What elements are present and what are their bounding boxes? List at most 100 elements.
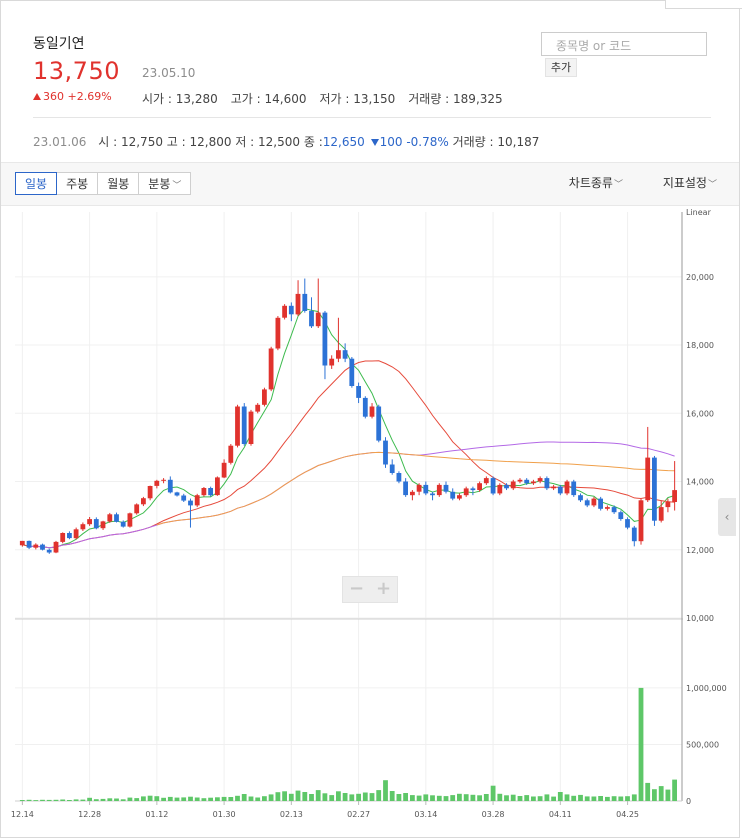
candle-body <box>26 540 32 548</box>
divider <box>33 117 711 118</box>
tab-minute[interactable]: 분봉 ﹀ <box>138 172 192 195</box>
candle-body <box>504 484 509 489</box>
tab-weekly[interactable]: 주봉 <box>56 172 99 195</box>
candle-body <box>248 411 254 444</box>
candle-body <box>645 457 651 501</box>
volume-bar <box>329 795 335 801</box>
candle-body <box>275 317 281 349</box>
candle-body <box>383 440 388 465</box>
candle-body <box>403 481 408 496</box>
candle-body <box>551 486 556 489</box>
candle-body <box>457 495 462 499</box>
low-price: 저가 : 13,150 <box>319 92 396 106</box>
search-input[interactable]: 종목명 or 코드 <box>541 32 707 56</box>
moving-average-line-20 <box>22 360 675 549</box>
indicator-settings-dropdown[interactable]: 지표설정﹀ <box>645 176 717 190</box>
open-price: 시가 : 13,280 <box>142 92 218 106</box>
volume-bar <box>631 794 637 801</box>
volume-bar <box>161 797 166 801</box>
volume-bar <box>625 796 630 801</box>
candle-body <box>483 478 489 484</box>
candle-body <box>376 406 382 441</box>
up-triangle-icon <box>33 93 41 100</box>
volume-bar <box>107 798 113 801</box>
time-tick-label: 02.13 <box>280 810 303 819</box>
side-panel-toggle[interactable]: ‹ <box>718 498 736 536</box>
candle-body <box>658 507 664 521</box>
volume-bar <box>87 797 92 801</box>
time-tick-label: 03.14 <box>414 810 437 819</box>
volume-bar <box>531 796 536 801</box>
candle-body <box>221 462 227 478</box>
volume-bar <box>591 796 597 801</box>
price-change-value: 360 +2.69% <box>43 90 112 103</box>
candle-body <box>80 524 86 530</box>
candle-body <box>93 519 99 529</box>
add-button[interactable]: 추가 <box>545 58 577 77</box>
zoom-out-button[interactable]: − <box>348 578 365 599</box>
volume-bar <box>383 780 388 801</box>
volume-tick-label: 1,000,000 <box>686 684 727 693</box>
candle-body <box>309 310 314 327</box>
volume-bar <box>652 789 657 801</box>
volume-bar <box>336 791 341 801</box>
candle-body <box>19 540 25 546</box>
volume-bar <box>463 794 469 801</box>
candle-body <box>201 488 207 496</box>
volume-bar <box>120 799 126 801</box>
volume-bar <box>544 794 550 801</box>
volume-bar <box>93 799 99 801</box>
volume-bar <box>309 794 314 801</box>
candle-body <box>436 484 442 496</box>
chevron-down-icon: ﹀ <box>613 180 623 190</box>
chart-type-dropdown[interactable]: 차트종류﹀ <box>551 176 623 190</box>
volume-bar <box>376 790 382 801</box>
volume-bar <box>80 799 86 801</box>
candle-body <box>174 492 180 496</box>
price-tick-label: 20,000 <box>686 273 714 282</box>
candle-body <box>410 491 415 496</box>
time-tick-label: 03.28 <box>482 810 505 819</box>
candle-body <box>571 481 577 496</box>
price-tick-label: 14,000 <box>686 478 714 487</box>
volume-bar <box>584 796 590 801</box>
candle-body <box>477 483 482 490</box>
hover-date: 23.01.06 <box>33 135 87 149</box>
candle-body <box>208 488 213 496</box>
candle-body <box>665 502 671 508</box>
candle-body <box>282 305 287 318</box>
price-change: 360 +2.69% <box>33 90 112 103</box>
candle-body <box>497 484 503 494</box>
candle-body <box>362 397 368 417</box>
volume-bar <box>188 796 193 801</box>
candle-body <box>33 544 39 548</box>
tab-minute-label: 분봉 <box>148 177 171 191</box>
volume-bar <box>551 796 556 801</box>
candle-body <box>625 519 630 528</box>
time-tick-label: 12.28 <box>78 810 101 819</box>
candle-body <box>578 495 583 501</box>
time-tick-label: 04.25 <box>616 810 639 819</box>
candle-body <box>396 473 402 482</box>
candle-body <box>302 293 308 311</box>
candle-body <box>60 533 66 542</box>
current-price: 13,750 <box>33 57 120 85</box>
zoom-in-button[interactable]: + <box>375 578 392 599</box>
volume-bar <box>295 790 301 801</box>
volume-bar <box>33 800 39 801</box>
candle-body <box>127 513 133 527</box>
hover-high: 고 : 12,800 <box>166 135 232 149</box>
volume-bar <box>282 791 287 801</box>
tab-monthly[interactable]: 월봉 <box>97 172 140 195</box>
tab-daily[interactable]: 일봉 <box>15 172 58 195</box>
candle-body <box>67 533 72 539</box>
volume-bar <box>396 794 402 801</box>
price-axis-scale-label: Linear <box>686 208 712 217</box>
time-tick-label: 04.11 <box>549 810 572 819</box>
candle-body <box>161 479 166 481</box>
candle-body <box>450 491 456 499</box>
candle-body <box>322 312 328 366</box>
volume-bar <box>450 795 456 801</box>
volume-bar <box>490 785 496 801</box>
